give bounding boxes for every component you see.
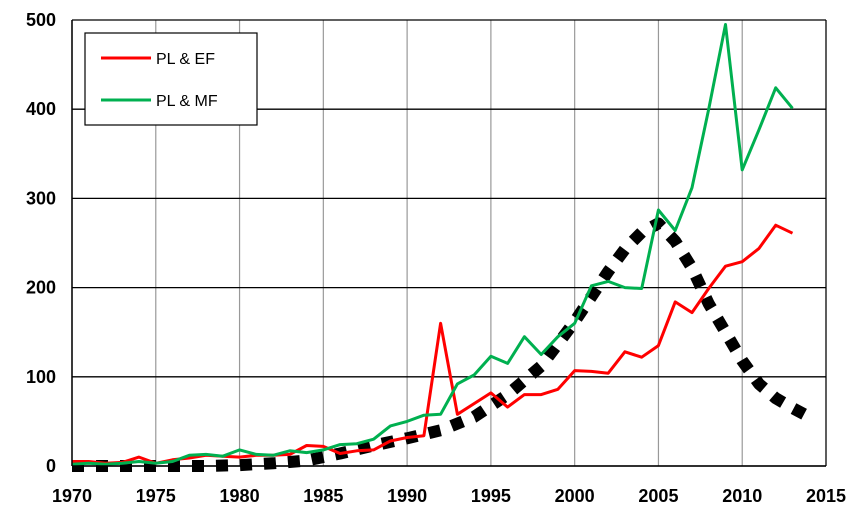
y-tick-label: 100 [26,367,56,387]
x-tick-label: 1975 [136,486,176,506]
x-tick-label: 2015 [806,486,846,506]
series-pl-ef-line [72,223,794,465]
legend-label-pl-mf: PL & MF [156,93,218,110]
x-tick-label: 2005 [638,486,678,506]
y-axis-tick-labels: 0 100 200 300 400 500 [26,10,56,476]
x-tick-label: 1980 [220,486,260,506]
x-tick-label: 1995 [471,486,511,506]
y-tick-label: 0 [46,456,56,476]
y-tick-label: 300 [26,188,56,208]
series-layer [71,23,813,472]
x-axis-tick-labels: 1970 1975 1980 1985 1990 1995 2000 2005 2010 2015 [52,486,846,506]
x-tick-label: 1990 [387,486,427,506]
x-tick-label: 1970 [52,486,92,506]
legend-box [84,32,258,126]
series-dotted-trend-line [72,217,813,472]
series-pl-mf-line [71,23,794,466]
legend-label-pl-ef: PL & EF [156,51,215,68]
x-tick-label: 1985 [303,486,343,506]
y-tick-label: 400 [26,99,56,119]
y-tick-label: 200 [26,278,56,298]
axes [71,20,827,467]
x-tick-label: 2000 [555,486,595,506]
legend: PL & EF PL & MF [84,32,258,126]
x-tick-label: 2010 [722,486,762,506]
y-tick-label: 500 [26,10,56,30]
